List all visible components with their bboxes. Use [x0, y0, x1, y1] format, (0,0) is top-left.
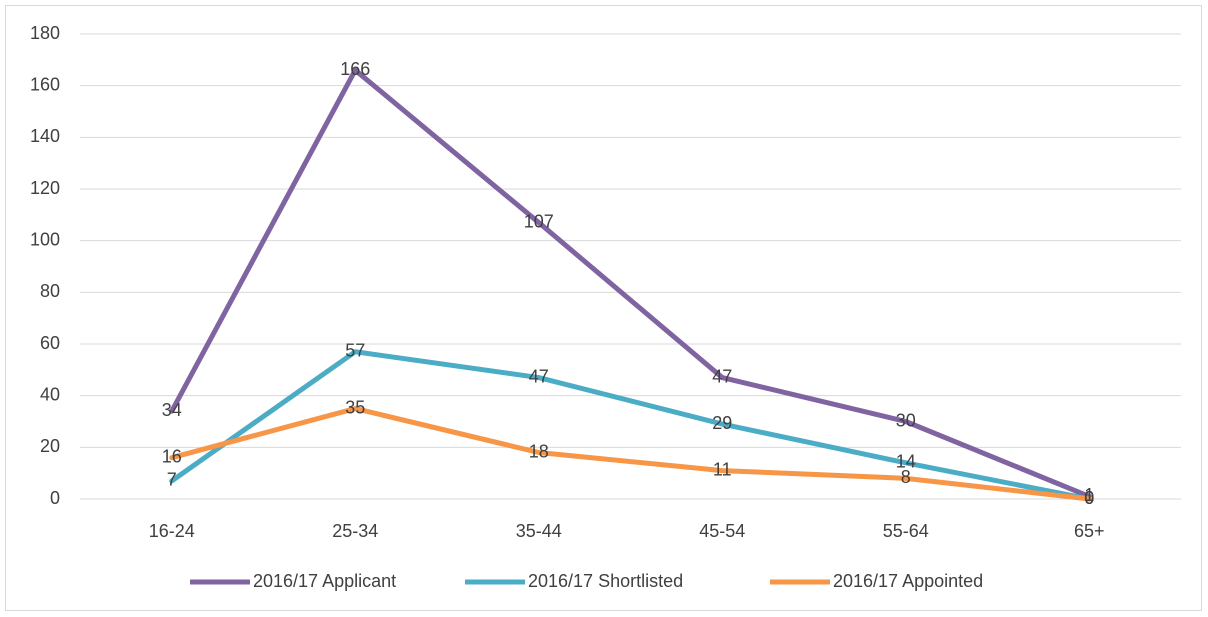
y-tick-label: 80: [40, 281, 60, 301]
x-tick-label: 55-64: [883, 521, 929, 541]
data-label: 18: [529, 441, 549, 461]
y-tick-label: 120: [30, 178, 60, 198]
data-label: 7: [167, 470, 177, 490]
y-tick-label: 20: [40, 436, 60, 456]
legend-label: 2016/17 Applicant: [253, 571, 396, 591]
data-label: 107: [524, 211, 554, 231]
y-tick-label: 160: [30, 74, 60, 94]
data-label: 0: [1084, 488, 1094, 508]
y-tick-label: 40: [40, 384, 60, 404]
y-tick-label: 180: [30, 23, 60, 43]
legend-label: 2016/17 Appointed: [833, 571, 983, 591]
series-line: [169, 349, 1092, 502]
series-line: [169, 406, 1092, 502]
data-label: 57: [345, 341, 365, 361]
data-label: 11: [713, 459, 732, 479]
data-label: 29: [712, 413, 732, 433]
data-label: 0: [1084, 488, 1094, 508]
y-tick-label: 100: [30, 229, 60, 249]
x-tick-label: 25-34: [332, 521, 378, 541]
data-label: 47: [529, 366, 549, 386]
data-label: 30: [896, 410, 916, 430]
data-label: 14: [896, 452, 916, 472]
data-label: 35: [345, 397, 365, 417]
legend-label: 2016/17 Shortlisted: [528, 571, 683, 591]
x-tick-label: 35-44: [516, 521, 562, 541]
data-label: 166: [340, 59, 370, 79]
x-tick-label: 16-24: [149, 521, 195, 541]
y-tick-label: 60: [40, 333, 60, 353]
y-tick-label: 0: [50, 488, 60, 508]
data-label: 1: [1084, 485, 1094, 505]
data-label: 47: [712, 366, 732, 386]
x-tick-label: 45-54: [699, 521, 745, 541]
chart-border: [5, 5, 1202, 611]
x-tick-label: 65+: [1074, 521, 1105, 541]
data-label: 8: [901, 467, 911, 487]
data-label: 34: [162, 400, 182, 420]
y-tick-label: 140: [30, 126, 60, 146]
data-label: 16: [162, 446, 182, 466]
series-line: [169, 67, 1092, 499]
